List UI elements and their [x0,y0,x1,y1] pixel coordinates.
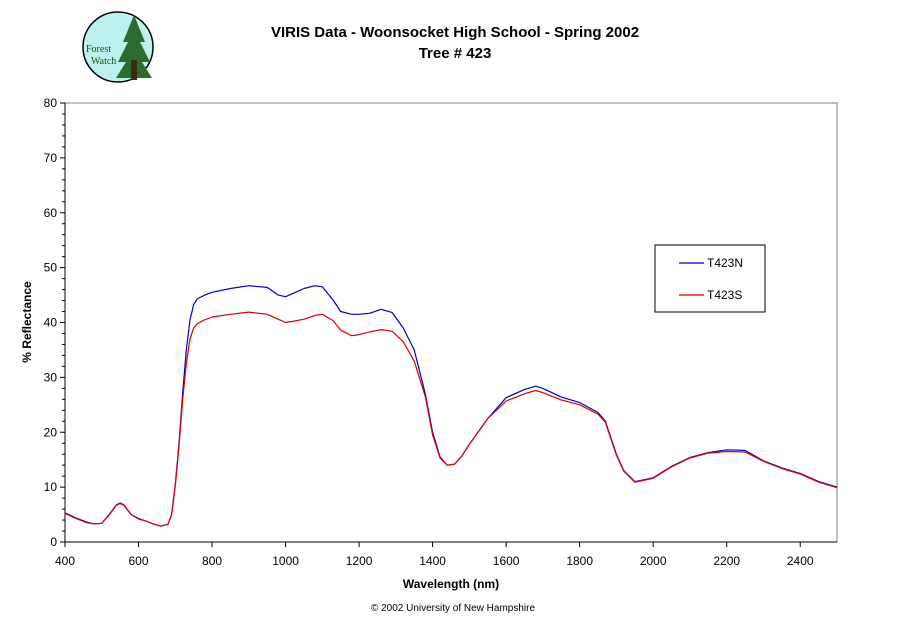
x-tick-label: 1000 [272,554,299,568]
tree-trunk [131,60,137,80]
y-tick-label: 0 [50,535,57,549]
tree-icon [116,15,152,80]
chart-title: VIRIS Data - Woonsocket High School - Sp… [271,24,639,41]
x-tick-label: 2200 [713,554,740,568]
x-tick-label: 800 [202,554,222,568]
tree-shape [116,15,152,78]
x-tick-label: 1200 [346,554,373,568]
chart-subtitle: Tree # 423 [419,45,492,62]
x-axis-title: Wavelength (nm) [403,577,499,591]
x-tick-label: 2400 [787,554,814,568]
x-tick-label: 1800 [566,554,593,568]
series-line-t423s [64,311,838,527]
y-tick-label: 20 [44,425,58,439]
chart-legend: T423N T423S [654,244,766,313]
y-axis-title: % Reflectance [20,281,34,363]
y-tick-label: 50 [44,261,58,275]
forest-watch-logo: Forest Watch [82,11,154,83]
plot-area [64,102,838,543]
logo-text-line2: Watch [91,56,116,67]
copyright-footer: © 2002 University of New Hampshire [371,603,536,614]
legend-label-t423n: T423N [707,256,743,270]
x-tick-label: 1400 [419,554,446,568]
y-tick-label: 60 [44,206,58,220]
series-lines [64,285,838,527]
logo-text-line1: Forest [86,44,111,55]
y-tick-label: 70 [44,151,58,165]
legend-label-t423s: T423S [707,288,742,302]
x-tick-label: 400 [55,554,75,568]
y-tick-label: 80 [44,96,58,110]
x-axis-ticks: 400 600 800 1000 1200 1400 1600 1800 2000 2200 240… [55,542,814,568]
y-tick-label: 30 [44,370,58,384]
legend-box [654,244,766,313]
y-tick-label: 10 [44,480,58,494]
x-tick-label: 600 [129,554,149,568]
y-axis-ticks: 0 10 20 30 40 50 60 70 80 [44,96,65,549]
x-tick-label: 2000 [640,554,667,568]
x-tick-label: 1600 [493,554,520,568]
y-tick-label: 40 [44,316,58,330]
